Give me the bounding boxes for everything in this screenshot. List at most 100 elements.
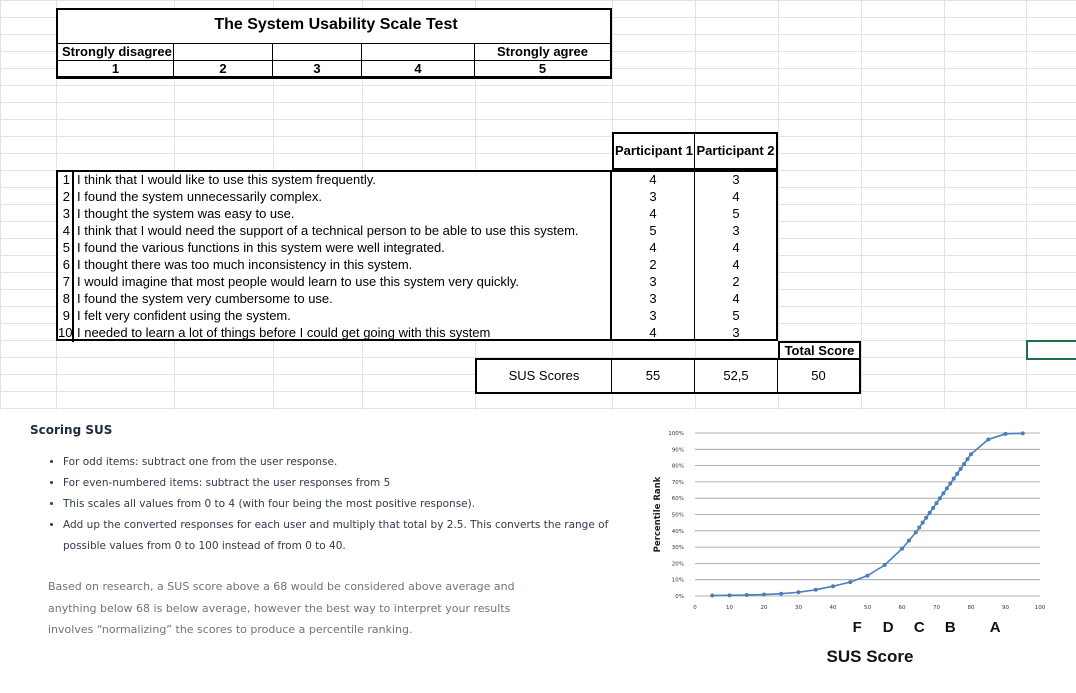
- answer-cell[interactable]: 4: [732, 291, 740, 306]
- x-tick-label: 20: [761, 605, 768, 611]
- y-tick-label: 20%: [672, 561, 684, 567]
- data-point: [779, 591, 784, 596]
- data-point: [920, 520, 925, 525]
- scale-label-cell[interactable]: Strongly disagree: [56, 44, 174, 61]
- answer-cell[interactable]: 3: [732, 223, 740, 238]
- question-text: I thought the system was easy to use.: [77, 206, 295, 221]
- participant-1-column: 4 3 4 5 4 2 3 3 3 4: [612, 172, 695, 340]
- scale-numbers-row: 1 2 3 4 5: [56, 61, 612, 78]
- y-tick-label: 10%: [672, 578, 684, 584]
- grade-label: D: [883, 619, 894, 636]
- answer-cell[interactable]: 4: [649, 172, 657, 187]
- answer-cell[interactable]: 5: [649, 223, 657, 238]
- scale-number-cell[interactable]: 1: [56, 61, 174, 78]
- data-point: [710, 593, 715, 598]
- data-point: [727, 593, 732, 598]
- answer-cell[interactable]: 3: [649, 308, 657, 323]
- x-tick-label: 70: [933, 605, 940, 611]
- question-number: 6: [58, 257, 74, 274]
- question-number: 9: [58, 308, 74, 325]
- grid-column-line: [944, 0, 945, 693]
- participant-2-header[interactable]: Participant 2: [696, 143, 775, 158]
- grid-column-line: [861, 0, 862, 693]
- answer-cell[interactable]: 4: [649, 325, 657, 340]
- data-point: [924, 515, 929, 520]
- scale-label-cell[interactable]: [362, 44, 475, 61]
- total-score-header[interactable]: Total Score: [778, 341, 861, 359]
- scale-labels-row: Strongly disagree Strongly agree: [56, 43, 612, 61]
- answer-cell[interactable]: 3: [732, 325, 740, 340]
- question-text: I found the system very cumbersome to us…: [77, 291, 333, 306]
- data-point: [865, 573, 870, 578]
- data-point: [958, 466, 963, 471]
- selected-cell[interactable]: [1026, 340, 1076, 360]
- y-tick-label: 100%: [668, 431, 684, 437]
- participant-1-header[interactable]: Participant 1: [614, 134, 696, 168]
- answer-cell[interactable]: 4: [732, 189, 740, 204]
- x-tick-label: 80: [968, 605, 975, 611]
- answer-cell[interactable]: 4: [732, 240, 740, 255]
- answer-cell[interactable]: 5: [732, 308, 740, 323]
- question-row[interactable]: 10 I needed to learn a lot of things befo…: [58, 325, 610, 342]
- answer-cell[interactable]: 5: [732, 206, 740, 221]
- scale-label-cell[interactable]: [273, 44, 362, 61]
- question-number: 1: [58, 172, 74, 189]
- answer-cell[interactable]: 3: [732, 172, 740, 187]
- data-point: [796, 590, 801, 595]
- scale-number-cell[interactable]: 4: [362, 61, 475, 78]
- answer-cell[interactable]: 4: [649, 240, 657, 255]
- scoring-bullet: For even-numbered items: subtract the us…: [63, 473, 623, 494]
- data-point: [951, 476, 956, 481]
- data-point: [882, 563, 887, 568]
- grade-label: F: [853, 619, 862, 636]
- grid-column-line: [174, 0, 175, 693]
- scale-label-cell[interactable]: [174, 44, 273, 61]
- sus-score-participant-2[interactable]: 52,5: [695, 360, 778, 392]
- data-point: [813, 587, 818, 592]
- question-text: I would imagine that most people would l…: [77, 274, 519, 289]
- y-tick-label: 30%: [672, 545, 684, 551]
- sus-score-participant-1[interactable]: 55: [612, 360, 695, 392]
- answer-cell[interactable]: 3: [649, 189, 657, 204]
- answer-cell[interactable]: 3: [649, 274, 657, 289]
- answer-cell[interactable]: 2: [732, 274, 740, 289]
- scale-number-cell[interactable]: 2: [174, 61, 273, 78]
- x-axis-label: SUS Score: [827, 647, 914, 666]
- chart-svg: 0% 10% 20% 30% 40% 50% 60% 70% 80% 90% 100% 0 10 20 30…: [653, 431, 1046, 666]
- data-point: [848, 580, 853, 585]
- question-number: 2: [58, 189, 74, 206]
- x-tick-label: 0: [693, 605, 697, 611]
- data-point: [931, 505, 936, 510]
- data-point: [941, 491, 946, 496]
- scale-number-cell[interactable]: 5: [475, 61, 612, 78]
- grade-label: A: [990, 619, 1001, 636]
- y-axis-label: Percentile Rank: [653, 476, 663, 552]
- scale-number-cell[interactable]: 3: [273, 61, 362, 78]
- sus-scores-label[interactable]: SUS Scores: [477, 360, 612, 392]
- data-point: [986, 437, 991, 442]
- y-tick-label: 60%: [672, 496, 684, 502]
- scale-label-cell[interactable]: Strongly agree: [475, 44, 612, 61]
- answer-cell[interactable]: 4: [649, 206, 657, 221]
- data-point: [831, 584, 835, 589]
- x-tick-label: 50: [864, 605, 871, 611]
- answer-cell[interactable]: 3: [649, 291, 657, 306]
- question-number: 4: [58, 223, 74, 240]
- sus-score-total[interactable]: 50: [811, 368, 826, 383]
- x-tick-label: 100: [1035, 605, 1046, 611]
- x-tick-label: 40: [830, 605, 837, 611]
- x-tick-label: 30: [795, 605, 802, 611]
- answer-cell[interactable]: 2: [649, 257, 657, 272]
- data-point: [1003, 431, 1008, 436]
- data-point: [962, 461, 967, 466]
- answer-cell[interactable]: 4: [732, 257, 740, 272]
